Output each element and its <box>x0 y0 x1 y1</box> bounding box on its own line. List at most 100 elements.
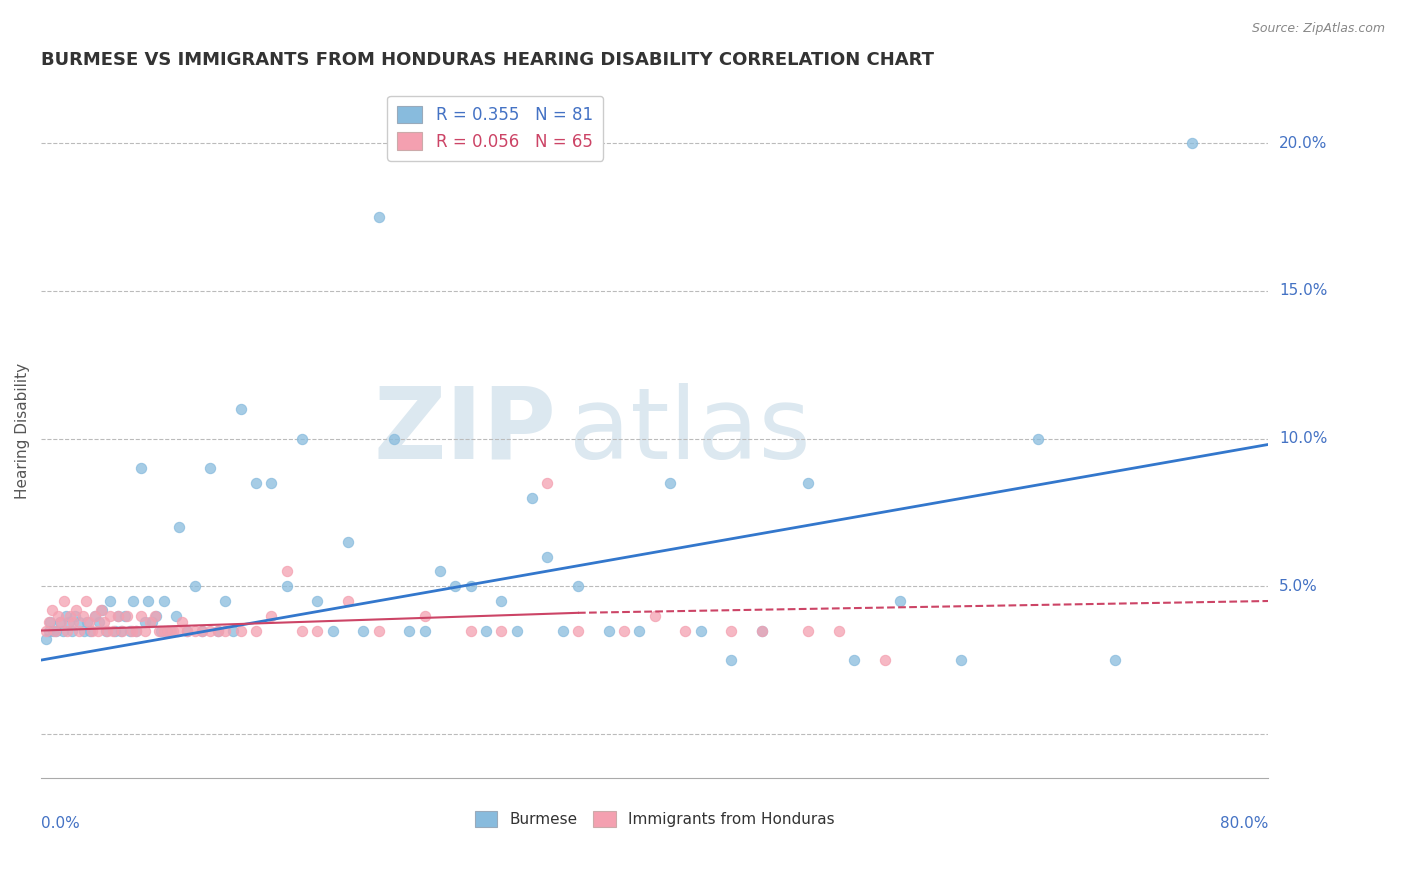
Point <box>103 624 125 638</box>
Point <box>659 475 682 490</box>
Point <box>475 624 498 638</box>
Point <box>134 624 156 638</box>
Point <box>307 594 329 608</box>
Point <box>260 608 283 623</box>
Text: 80.0%: 80.0% <box>1220 816 1268 831</box>
Point <box>673 624 696 638</box>
Point <box>149 624 172 638</box>
Point <box>75 594 97 608</box>
Point <box>59 608 82 623</box>
Point <box>110 624 132 638</box>
Point <box>950 653 973 667</box>
Point <box>52 624 75 638</box>
Point <box>93 615 115 629</box>
Point <box>336 594 359 608</box>
Point <box>41 603 63 617</box>
Point <box>260 475 283 490</box>
Point <box>83 608 105 623</box>
Point <box>336 535 359 549</box>
Point <box>167 520 190 534</box>
Point <box>72 608 94 623</box>
Point <box>222 624 245 638</box>
Point <box>145 608 167 623</box>
Point <box>35 624 58 638</box>
Point <box>797 624 820 638</box>
Point <box>207 624 229 638</box>
Point <box>45 624 67 638</box>
Point <box>873 653 896 667</box>
Point <box>367 624 389 638</box>
Point <box>165 608 187 623</box>
Point <box>77 615 100 629</box>
Y-axis label: Hearing Disability: Hearing Disability <box>15 363 30 500</box>
Point <box>122 594 145 608</box>
Text: 0.0%: 0.0% <box>41 816 80 831</box>
Point <box>63 608 86 623</box>
Point <box>62 615 84 629</box>
Point <box>98 594 121 608</box>
Point <box>104 624 127 638</box>
Point <box>38 615 60 629</box>
Point <box>143 608 166 623</box>
Point <box>157 624 180 638</box>
Point <box>139 615 162 629</box>
Point <box>413 608 436 623</box>
Point <box>322 624 344 638</box>
Text: Source: ZipAtlas.com: Source: ZipAtlas.com <box>1251 22 1385 36</box>
Point <box>245 475 267 490</box>
Point <box>797 475 820 490</box>
Point <box>1026 432 1049 446</box>
Point <box>80 624 103 638</box>
Point <box>505 624 527 638</box>
Point <box>58 615 80 629</box>
Point <box>245 624 267 638</box>
Point <box>720 624 742 638</box>
Point <box>38 624 60 638</box>
Point <box>89 615 111 629</box>
Text: ZIP: ZIP <box>374 383 557 480</box>
Point <box>107 608 129 623</box>
Point <box>567 624 589 638</box>
Point <box>191 624 214 638</box>
Text: atlas: atlas <box>569 383 810 480</box>
Text: 10.0%: 10.0% <box>1279 431 1327 446</box>
Point <box>491 594 513 608</box>
Point <box>183 579 205 593</box>
Point <box>46 608 69 623</box>
Point <box>141 615 163 629</box>
Point <box>628 624 651 638</box>
Point <box>567 579 589 593</box>
Point <box>160 624 183 638</box>
Point <box>153 594 176 608</box>
Point <box>198 624 221 638</box>
Point <box>536 549 558 564</box>
Point <box>367 210 389 224</box>
Point <box>751 624 773 638</box>
Point <box>65 603 87 617</box>
Point <box>39 615 62 629</box>
Point <box>176 624 198 638</box>
Point <box>138 594 160 608</box>
Point <box>69 624 91 638</box>
Point <box>291 624 314 638</box>
Point <box>491 624 513 638</box>
Point <box>53 594 76 608</box>
Point <box>83 608 105 623</box>
Point <box>42 624 65 638</box>
Point <box>276 565 298 579</box>
Point <box>79 624 101 638</box>
Point <box>48 615 70 629</box>
Point <box>162 624 184 638</box>
Point <box>111 624 134 638</box>
Point <box>73 624 96 638</box>
Point <box>1104 653 1126 667</box>
Point <box>291 432 314 446</box>
Point <box>1180 136 1202 151</box>
Point <box>598 624 620 638</box>
Point <box>166 624 188 638</box>
Point <box>129 608 152 623</box>
Point <box>148 624 170 638</box>
Point <box>55 608 77 623</box>
Point <box>191 624 214 638</box>
Point <box>69 615 91 629</box>
